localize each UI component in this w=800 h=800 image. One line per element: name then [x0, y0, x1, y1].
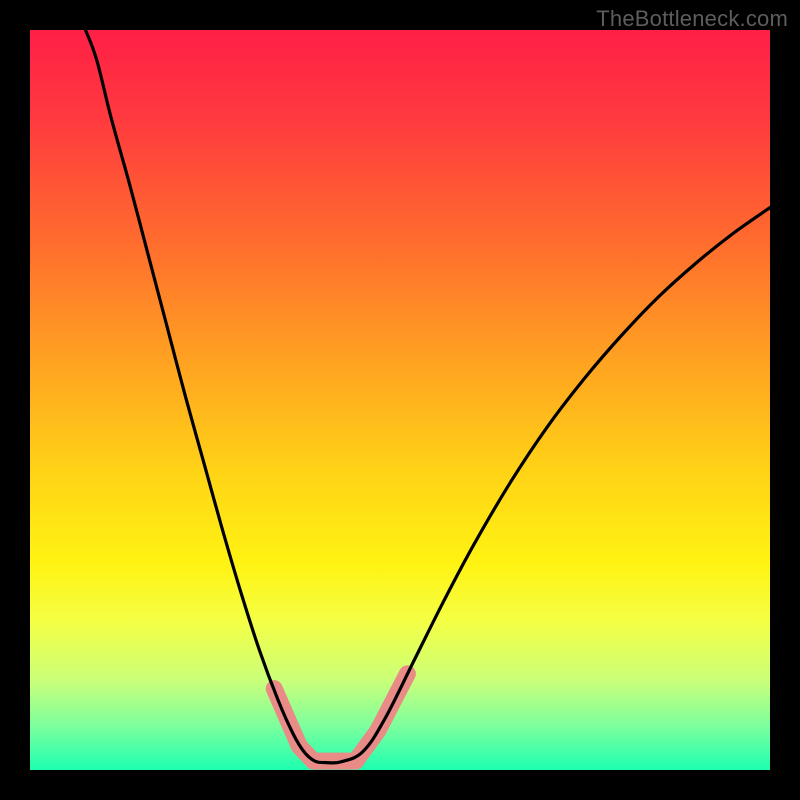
- chart-curve-right: [326, 208, 770, 763]
- chart-svg: [30, 30, 770, 770]
- chart-curve-left: [86, 30, 327, 763]
- watermark-text: TheBottleneck.com: [596, 6, 788, 32]
- chart-plot-area: [30, 30, 770, 770]
